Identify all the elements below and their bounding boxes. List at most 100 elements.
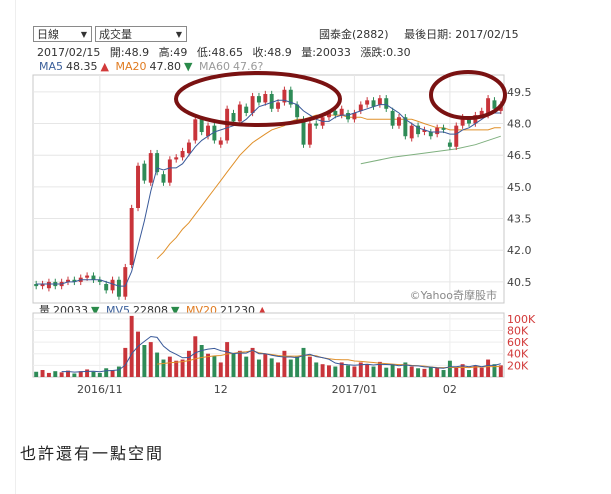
candle	[91, 272, 96, 283]
candle	[390, 107, 395, 129]
candle-body	[428, 132, 433, 137]
volume-bar	[409, 366, 414, 377]
volume-bar	[403, 362, 408, 377]
candle	[269, 90, 274, 112]
volume-bar	[390, 364, 395, 377]
x-tick-label: 12	[214, 383, 228, 396]
price-tick-label: 42.0	[507, 244, 532, 257]
ma20-label: MA20	[115, 60, 147, 73]
volume-bar	[384, 367, 389, 377]
candle-body	[142, 163, 147, 181]
candle-body	[454, 125, 459, 147]
volume-bar	[498, 365, 503, 377]
quote-close: 收:48.9	[252, 46, 292, 59]
candle	[66, 276, 70, 286]
candle-body	[447, 142, 452, 147]
volume-bar	[256, 359, 261, 377]
candle-body	[199, 119, 204, 132]
candle-body	[129, 208, 134, 265]
candle	[34, 280, 39, 290]
period-select[interactable]: 日線 ▼	[33, 26, 92, 42]
volume-bar	[320, 364, 325, 377]
candle	[416, 122, 421, 138]
candle	[180, 147, 185, 161]
volume-bar	[447, 360, 452, 377]
candle-body	[435, 127, 440, 135]
candle-body	[91, 275, 96, 280]
volume-bar	[53, 371, 58, 377]
candle	[422, 126, 427, 136]
price-panel-frame	[32, 74, 505, 304]
candle	[218, 137, 223, 148]
candle-body	[403, 117, 408, 137]
last-date: 最後日期: 2017/02/15	[404, 28, 519, 41]
candle-body	[416, 125, 421, 135]
price-tick-label: 40.5	[507, 276, 532, 289]
candle-body	[409, 125, 414, 139]
x-tick-label: 02	[443, 383, 457, 396]
triangle-down-icon: ▼	[184, 60, 193, 73]
candle-body	[206, 125, 211, 137]
candle-body	[288, 89, 293, 105]
candle-body	[282, 89, 287, 103]
candle-body	[46, 281, 51, 289]
candle	[454, 122, 459, 150]
volume-bar	[333, 366, 338, 377]
candle-body	[314, 123, 319, 126]
candle-body	[174, 157, 179, 160]
left-guide-line	[15, 0, 16, 494]
candle-body	[390, 110, 395, 126]
stock-header: 國泰金(2882) 最後日期: 2017/02/15	[319, 26, 531, 42]
candle-body	[467, 119, 471, 124]
candle-body	[326, 113, 331, 118]
volume-bar	[339, 362, 344, 377]
candle-body	[346, 113, 351, 120]
candle-body	[123, 267, 128, 297]
mv5-line	[61, 335, 501, 373]
candle	[110, 276, 115, 294]
candle-body	[269, 94, 274, 109]
candle	[346, 109, 351, 123]
candle-body	[97, 279, 102, 282]
price-tick-label: 43.5	[507, 213, 532, 226]
volume-bar	[104, 368, 109, 377]
volume-bar	[110, 370, 115, 377]
volume-bar	[377, 361, 382, 377]
candle-body	[377, 98, 382, 105]
candle	[339, 105, 344, 119]
volume-bar	[428, 366, 433, 377]
candle-body	[352, 113, 357, 120]
indicator-select[interactable]: 成交量 ▼	[95, 26, 187, 42]
volume-bar	[218, 362, 223, 377]
candle-body	[479, 110, 484, 116]
quote-date: 2017/02/15	[37, 46, 101, 59]
candle-body	[460, 117, 465, 126]
candle	[447, 139, 452, 150]
volume-bar	[422, 368, 427, 377]
candle-body	[85, 275, 90, 278]
triangle-down-icon: ▼	[170, 304, 180, 317]
candle	[104, 280, 109, 294]
quote-change: 漲跌:0.30	[360, 46, 411, 59]
candle-body	[180, 151, 185, 158]
volume-tick-label: 60K	[507, 336, 529, 349]
candle-body	[155, 153, 160, 173]
volume-bar	[142, 345, 147, 377]
candle-body	[66, 279, 70, 282]
candle	[352, 109, 357, 123]
volume-bar	[167, 356, 172, 377]
candle	[288, 86, 293, 108]
candle-body	[167, 159, 172, 183]
candle	[161, 171, 166, 186]
ma20-value: 47.80	[149, 60, 182, 73]
candle	[186, 139, 191, 157]
volume-bar	[129, 315, 134, 377]
volume-bar	[365, 364, 370, 377]
candle-body	[231, 113, 236, 122]
volume-bar	[358, 362, 363, 377]
candle-body	[116, 279, 121, 297]
candle	[263, 90, 268, 106]
candle-body	[110, 279, 115, 291]
volume-bar	[161, 359, 166, 377]
